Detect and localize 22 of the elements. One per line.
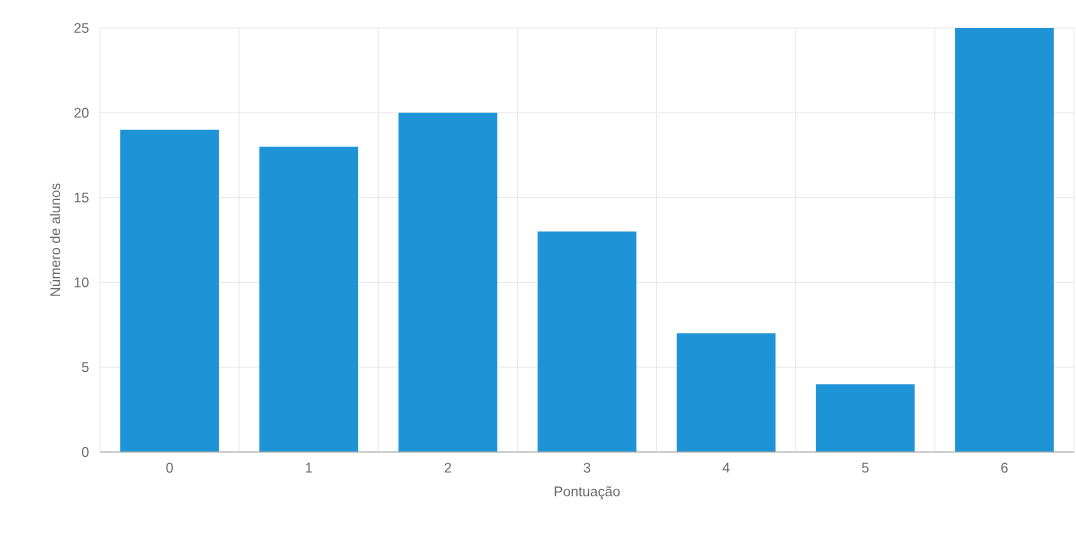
bar	[815, 384, 915, 452]
y-tick-label: 20	[74, 107, 89, 118]
x-tick-label: 1	[305, 462, 312, 473]
bar	[398, 112, 498, 452]
x-tick-label: 3	[583, 462, 591, 473]
x-tick-label: 4	[722, 462, 730, 473]
x-tick-label: 5	[861, 462, 869, 473]
y-tick-label: 10	[74, 277, 89, 288]
y-tick-label: 15	[74, 192, 89, 203]
y-axis-title: Número de alunos	[49, 183, 61, 296]
y-tick-label: 0	[81, 447, 89, 457]
x-tick-label: 6	[1001, 462, 1008, 473]
bar	[537, 231, 637, 452]
x-tick-label: 2	[444, 462, 452, 473]
bar	[259, 146, 359, 452]
bar	[676, 333, 776, 452]
bar	[955, 27, 1054, 452]
x-tick-label: 0	[166, 462, 173, 473]
y-tick-label: 25	[74, 23, 89, 33]
bar	[120, 129, 219, 452]
y-tick-label: 5	[81, 362, 89, 373]
x-axis-title: Pontuação	[554, 486, 620, 500]
